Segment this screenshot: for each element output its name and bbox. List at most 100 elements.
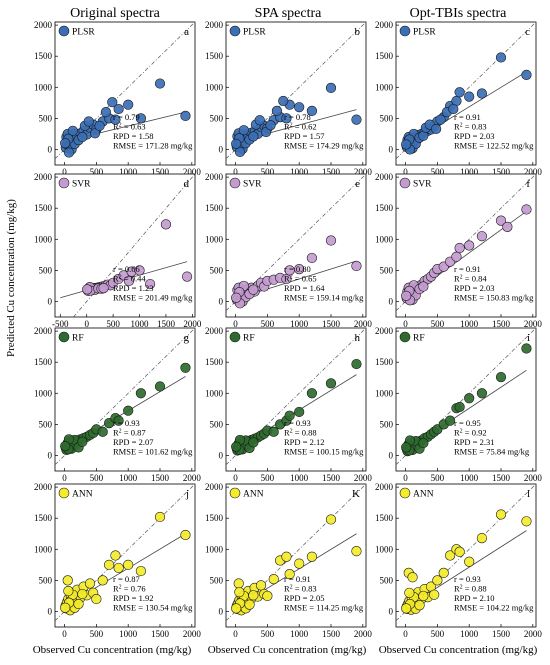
data-point <box>231 292 242 303</box>
y-tick-label: 2000 <box>375 326 394 336</box>
y-tick-label: 1500 <box>375 513 394 523</box>
x-tick-label: 1500 <box>157 319 176 329</box>
y-tick-label: 500 <box>210 113 224 123</box>
stat-r2: R2 = 0.44 <box>113 274 146 284</box>
data-point <box>429 589 440 600</box>
plot-frame <box>54 173 196 318</box>
stat-r: r = 0.91 <box>284 574 311 584</box>
y-tick-label: 1500 <box>205 203 224 213</box>
data-point <box>454 242 465 254</box>
data-point <box>113 562 124 574</box>
data-point <box>351 358 362 370</box>
data-point <box>444 550 456 561</box>
panel-letter: a <box>184 26 189 38</box>
panel-j: 0 500 1000 1500 2000 0 500 1000 1500 2000 ANN j r = … <box>34 482 201 639</box>
x-tick-label: 500 <box>261 629 275 639</box>
x-tick-label: 0 <box>233 473 238 483</box>
data-point <box>281 113 292 124</box>
data-point <box>180 110 191 121</box>
data-point <box>418 437 429 449</box>
y-tick-label: 2000 <box>205 482 224 492</box>
y-tick-label: 1500 <box>205 357 224 367</box>
stat-r: r = 0.78 <box>284 112 311 122</box>
data-point <box>451 251 462 262</box>
stat-r2: R2 = 0.84 <box>454 274 487 284</box>
x-tick-label: 0 <box>62 473 67 483</box>
x-tick-label: 500 <box>431 167 445 177</box>
x-tick-label: 1500 <box>151 629 170 639</box>
data-point <box>454 87 465 98</box>
data-point <box>464 240 475 251</box>
y-tick-label: 1000 <box>34 82 53 92</box>
data-point <box>438 567 449 579</box>
one-to-one-line <box>396 484 536 622</box>
x-tick-label: 1500 <box>322 629 341 639</box>
x-tick-label: 500 <box>106 319 120 329</box>
panel-K: 0 500 1000 1500 2000 0 500 1000 1500 2000 ANN Kr = … <box>205 482 372 639</box>
data-point <box>154 78 166 89</box>
x-tick-label: 2000 <box>183 473 202 483</box>
plot-area <box>55 22 195 160</box>
plot-area <box>55 328 195 466</box>
y-tick-label: 2000 <box>375 172 394 182</box>
data-point <box>294 406 305 418</box>
x-tick-label: 2000 <box>524 167 543 177</box>
data-point <box>306 388 318 399</box>
y-tick-label: 500 <box>39 265 53 275</box>
legend-label: SVR <box>413 180 432 190</box>
data-point <box>521 343 532 354</box>
data-point <box>180 529 191 541</box>
data-point <box>231 603 242 614</box>
y-axis-title: Predicted Cu concentration (mg/kg) <box>5 199 17 357</box>
stat-r2: R2 = 0.88 <box>284 428 317 438</box>
y-tick-label: 2000 <box>34 172 53 182</box>
x-tick-label: 2000 <box>183 629 202 639</box>
y-tick-label: 1000 <box>205 544 224 554</box>
legend-marker <box>399 331 411 343</box>
stat-rpd: RPD = 1.57 <box>284 131 324 141</box>
y-tick-label: 1000 <box>375 388 394 398</box>
y-tick-label: 1000 <box>34 234 53 244</box>
plot-area <box>226 174 366 312</box>
data-point <box>281 551 292 562</box>
y-tick-label: 500 <box>39 575 53 585</box>
x-tick-label: 1500 <box>151 167 170 177</box>
panel-d: -500 0 500 1000 1500 2000 0 500 1000 1500 2000 SVR d… <box>34 172 202 329</box>
data-point <box>414 600 425 611</box>
data-point <box>103 559 115 570</box>
data-point <box>254 115 265 126</box>
data-point <box>476 231 488 242</box>
data-point <box>60 138 71 149</box>
y-tick-label: 0 <box>48 296 53 306</box>
stat-rpd: RPD = 2.10 <box>454 593 494 603</box>
panel-l: 0 500 1000 1500 2000 0 500 1000 1500 2000 ANN l r = … <box>375 482 542 639</box>
panel-i: 0 500 1000 1500 2000 0 500 1000 1500 2000 RF i r = 0… <box>375 326 542 483</box>
data-point <box>521 69 532 80</box>
legend-marker <box>229 487 241 499</box>
data-point <box>306 551 318 562</box>
x-tick-label: 1000 <box>290 319 309 329</box>
data-point <box>123 99 134 110</box>
legend-marker <box>58 331 70 343</box>
legend-marker <box>229 331 241 343</box>
panel-letter: i <box>527 332 530 344</box>
legend-marker <box>399 177 411 189</box>
stat-r2: R2 = 0.65 <box>284 274 317 284</box>
legend-marker <box>58 177 70 189</box>
data-point <box>154 381 166 392</box>
y-tick-label: 500 <box>210 419 224 429</box>
data-point <box>284 410 295 421</box>
stat-rpd: RPD = 1.92 <box>113 593 153 603</box>
data-point <box>60 441 71 452</box>
data-point <box>325 235 337 246</box>
data-point <box>454 546 465 557</box>
y-tick-label: 0 <box>48 606 53 616</box>
y-tick-label: 500 <box>39 419 53 429</box>
plot-area <box>226 22 366 160</box>
legend-marker <box>58 25 70 37</box>
x-tick-label: 1500 <box>151 473 170 483</box>
data-point <box>294 102 305 113</box>
y-tick-label: 0 <box>48 450 53 460</box>
data-point <box>231 441 242 452</box>
